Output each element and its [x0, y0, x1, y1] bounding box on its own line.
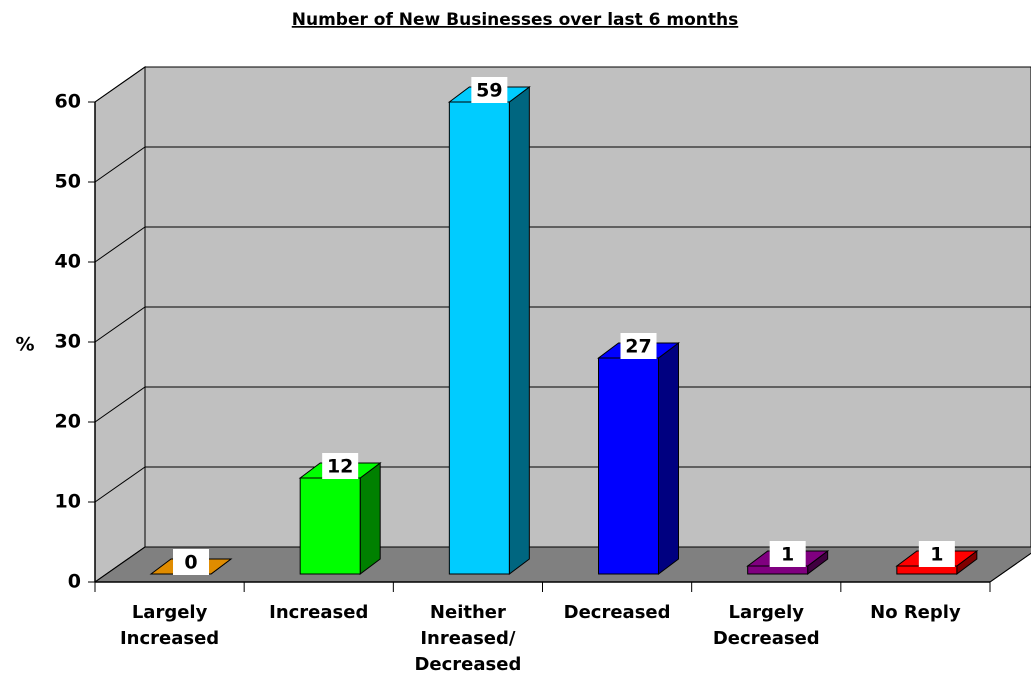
grid-line	[94, 146, 1031, 183]
y-tick-label: 10	[55, 491, 81, 513]
data-label-box	[620, 333, 657, 359]
data-label-box	[918, 541, 955, 567]
data-label-box	[769, 541, 806, 567]
grid-line	[94, 546, 1031, 583]
grid-line	[94, 386, 1031, 423]
data-label: 1	[781, 544, 794, 566]
bar-side	[508, 85, 530, 576]
data-label: 27	[625, 336, 651, 358]
floor	[93, 546, 1031, 583]
bar-side	[359, 462, 381, 575]
grid-line	[94, 306, 1031, 343]
grid-line	[94, 66, 1031, 103]
data-label-box	[173, 549, 210, 575]
data-label: 0	[184, 552, 197, 574]
y-tick-label: 20	[55, 411, 81, 433]
y-tick-label: 30	[55, 331, 81, 353]
data-label-box	[322, 453, 359, 479]
grid-line	[94, 226, 1031, 263]
bar-front	[896, 565, 958, 575]
x-axis-depth	[989, 552, 1031, 583]
x-tick-label: Decreased	[563, 602, 671, 623]
bar	[298, 462, 382, 575]
y-axis-label: %	[15, 334, 34, 356]
bar-front	[747, 565, 809, 575]
data-label: 1	[930, 544, 943, 566]
bar-side	[658, 342, 680, 575]
y-tick-label: 0	[68, 571, 81, 593]
data-label-box	[471, 77, 508, 103]
bar-front	[448, 101, 510, 575]
x-tick-label: Neither Inreased/ Decreased	[414, 602, 522, 675]
x-tick-label: Largely Decreased	[712, 602, 820, 649]
chart-title: Number of New Businesses over last 6 mon…	[292, 10, 739, 30]
data-label: 12	[327, 456, 353, 478]
data-label: 59	[476, 80, 502, 102]
x-tick-label: Increased	[269, 602, 369, 623]
y-tick-label: 40	[55, 251, 81, 273]
bar	[597, 342, 681, 575]
y-tick-label: 50	[55, 171, 81, 193]
grid-line	[94, 466, 1031, 503]
x-tick-label: No Reply	[870, 602, 961, 623]
x-tick-label: Largely Increased	[119, 602, 220, 649]
y-tick-label: 60	[55, 91, 81, 113]
bar-front	[598, 357, 660, 575]
bar-front	[299, 477, 361, 575]
bar	[447, 85, 531, 576]
